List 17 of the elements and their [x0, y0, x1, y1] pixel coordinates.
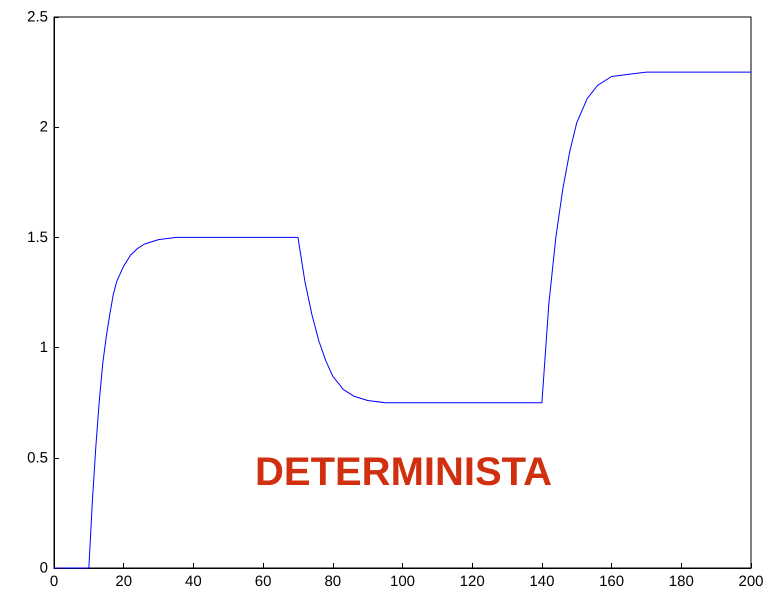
x-tick-label: 200 — [738, 573, 764, 590]
y-tick-label: 2.5 — [27, 8, 48, 26]
x-tick-label: 120 — [460, 573, 485, 590]
x-tick-label: 140 — [529, 573, 554, 590]
x-tick-label: 160 — [599, 573, 624, 590]
x-tick-label: 20 — [115, 573, 132, 590]
y-tick-label: 0 — [40, 560, 48, 576]
x-tick-label: 40 — [185, 573, 202, 590]
annotation: DETERMINISTA — [255, 450, 552, 494]
y-tick-label: 1 — [40, 339, 48, 356]
x-tick-label: 180 — [668, 573, 694, 590]
y-tick-label: 1.5 — [27, 228, 48, 246]
y-tick-label: 2 — [40, 118, 48, 136]
x-tick-label: 60 — [254, 573, 272, 590]
x-tick-label: 80 — [324, 573, 342, 590]
y-tick-label: 0.5 — [27, 449, 48, 466]
x-tick-label: 100 — [390, 573, 416, 590]
